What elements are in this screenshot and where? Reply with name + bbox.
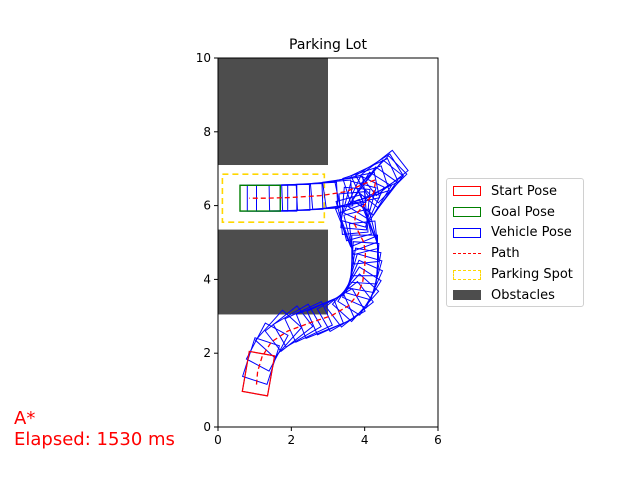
vehicle-pose bbox=[272, 303, 322, 348]
vehicle-pose bbox=[350, 157, 399, 200]
goal-pose bbox=[239, 184, 281, 212]
legend-swatch bbox=[453, 227, 481, 238]
vehicle-pose bbox=[264, 305, 314, 353]
vehicle-pose bbox=[309, 179, 354, 210]
legend-label: Vehicle Pose bbox=[491, 225, 572, 241]
plot-frame bbox=[217, 57, 439, 428]
vehicle-poses bbox=[239, 149, 409, 397]
legend-entry: Path bbox=[447, 243, 583, 264]
vehicle-pose bbox=[341, 259, 384, 309]
legend-label: Path bbox=[491, 246, 520, 262]
vehicle-pose bbox=[354, 153, 405, 199]
vehicle-pose bbox=[340, 186, 371, 231]
axes: 0 2 4 6 0 2 4 6 8 10 bbox=[196, 51, 442, 447]
x-tick-label: 0 bbox=[214, 433, 222, 447]
elapsed-time: Elapsed: 1530 ms bbox=[14, 429, 175, 450]
vehicle-pose bbox=[348, 247, 382, 294]
path-line bbox=[249, 178, 377, 385]
vehicle-pose bbox=[359, 149, 409, 197]
legend-label: Start Pose bbox=[491, 183, 557, 199]
legend-swatch bbox=[453, 207, 481, 218]
vehicle-pose bbox=[245, 322, 289, 372]
vehicle-pose bbox=[331, 273, 380, 323]
vehicle-pose bbox=[338, 191, 369, 235]
legend-entry: Parking Spot bbox=[447, 264, 583, 285]
legend: Start Pose Goal Pose Vehicle Pose Path Parki… bbox=[446, 178, 584, 307]
legend-entry: Start Pose bbox=[447, 181, 583, 202]
vehicle-pose bbox=[335, 194, 373, 242]
vehicle-pose bbox=[343, 208, 380, 256]
legend-label: Goal Pose bbox=[491, 204, 555, 220]
algorithm-name: A* bbox=[14, 408, 36, 429]
y-tick-label: 0 bbox=[203, 420, 211, 434]
vehicle-pose bbox=[239, 184, 281, 212]
vehicle-pose bbox=[254, 309, 303, 359]
obstacle bbox=[218, 58, 328, 166]
vehicle-pose bbox=[342, 165, 390, 204]
legend-entry: Goal Pose bbox=[447, 202, 583, 223]
x-tick-label: 6 bbox=[434, 433, 442, 447]
y-tick-label: 2 bbox=[203, 346, 211, 360]
legend-entry: Obstacles bbox=[447, 285, 583, 306]
x-tick-label: 4 bbox=[361, 433, 369, 447]
legend-label: Parking Spot bbox=[491, 267, 573, 283]
vehicle-pose bbox=[348, 220, 380, 265]
obstacle bbox=[218, 229, 328, 315]
status-caption: A* Elapsed: 1530 ms bbox=[14, 408, 175, 450]
plot-content bbox=[218, 58, 409, 397]
parking-spot bbox=[221, 173, 326, 224]
x-tick-label: 2 bbox=[288, 433, 296, 447]
vehicle-pose bbox=[359, 155, 408, 204]
legend-entry: Vehicle Pose bbox=[447, 223, 583, 244]
legend-swatch bbox=[453, 290, 481, 301]
y-tick-label: 10 bbox=[196, 51, 211, 65]
start-pose bbox=[241, 350, 276, 397]
chart-title: Parking Lot bbox=[289, 37, 367, 53]
y-tick-label: 6 bbox=[203, 199, 211, 213]
legend-swatch bbox=[453, 186, 481, 197]
legend-swatch bbox=[453, 269, 481, 280]
y-tick-label: 8 bbox=[203, 125, 211, 139]
vehicle-pose bbox=[334, 198, 376, 248]
vehicle-pose bbox=[284, 301, 333, 343]
vehicle-pose bbox=[351, 166, 398, 216]
legend-swatch bbox=[453, 253, 481, 255]
y-tick-label: 4 bbox=[203, 272, 211, 286]
legend-label: Obstacles bbox=[491, 287, 555, 303]
